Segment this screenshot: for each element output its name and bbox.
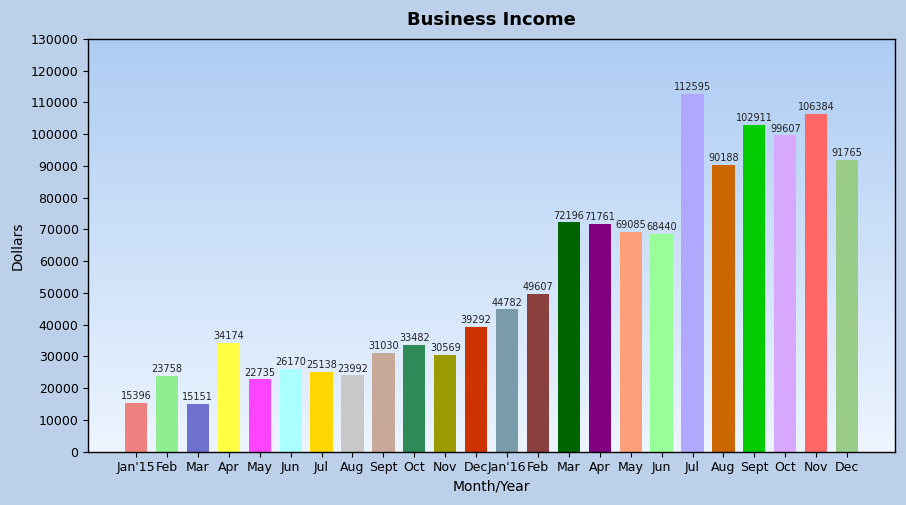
Bar: [248, 379, 271, 451]
Bar: [651, 234, 673, 451]
Bar: [681, 94, 704, 451]
Title: Business Income: Business Income: [407, 11, 576, 29]
Text: 23758: 23758: [151, 364, 182, 374]
Bar: [496, 310, 518, 451]
Bar: [311, 372, 333, 451]
Text: 99607: 99607: [770, 124, 801, 133]
Text: 23992: 23992: [337, 364, 368, 374]
Bar: [217, 343, 240, 451]
Bar: [558, 223, 580, 451]
Bar: [342, 375, 363, 451]
Bar: [589, 224, 611, 451]
Bar: [774, 135, 796, 451]
Text: 34174: 34174: [214, 331, 245, 341]
Text: 112595: 112595: [674, 82, 711, 92]
Bar: [620, 232, 641, 451]
Bar: [403, 345, 426, 451]
Text: 22735: 22735: [244, 368, 275, 378]
Text: 91765: 91765: [832, 148, 863, 159]
Text: 49607: 49607: [523, 282, 554, 292]
Bar: [743, 125, 766, 451]
Text: 33482: 33482: [399, 333, 429, 343]
Bar: [526, 294, 549, 451]
Bar: [156, 376, 178, 451]
Text: 69085: 69085: [615, 221, 646, 230]
X-axis label: Month/Year: Month/Year: [453, 480, 530, 494]
Text: 71761: 71761: [584, 212, 615, 222]
Text: 31030: 31030: [368, 341, 399, 351]
Text: 44782: 44782: [492, 297, 523, 308]
Bar: [836, 161, 858, 451]
Text: 102911: 102911: [736, 113, 773, 123]
Text: 39292: 39292: [460, 315, 492, 325]
Bar: [712, 165, 735, 451]
Text: 25138: 25138: [306, 360, 337, 370]
Bar: [465, 327, 487, 451]
Bar: [125, 403, 147, 451]
Bar: [805, 114, 827, 451]
Text: 68440: 68440: [646, 223, 677, 232]
Bar: [434, 355, 457, 451]
Text: 72196: 72196: [554, 211, 584, 221]
Text: 90188: 90188: [708, 154, 738, 164]
Bar: [280, 369, 302, 451]
Text: 15396: 15396: [120, 391, 151, 401]
Text: 30569: 30569: [429, 343, 460, 352]
Y-axis label: Dollars: Dollars: [11, 221, 25, 270]
Bar: [372, 353, 394, 451]
Bar: [187, 403, 209, 451]
Text: 106384: 106384: [798, 102, 834, 112]
Text: 15151: 15151: [182, 391, 213, 401]
Text: 26170: 26170: [275, 357, 306, 367]
